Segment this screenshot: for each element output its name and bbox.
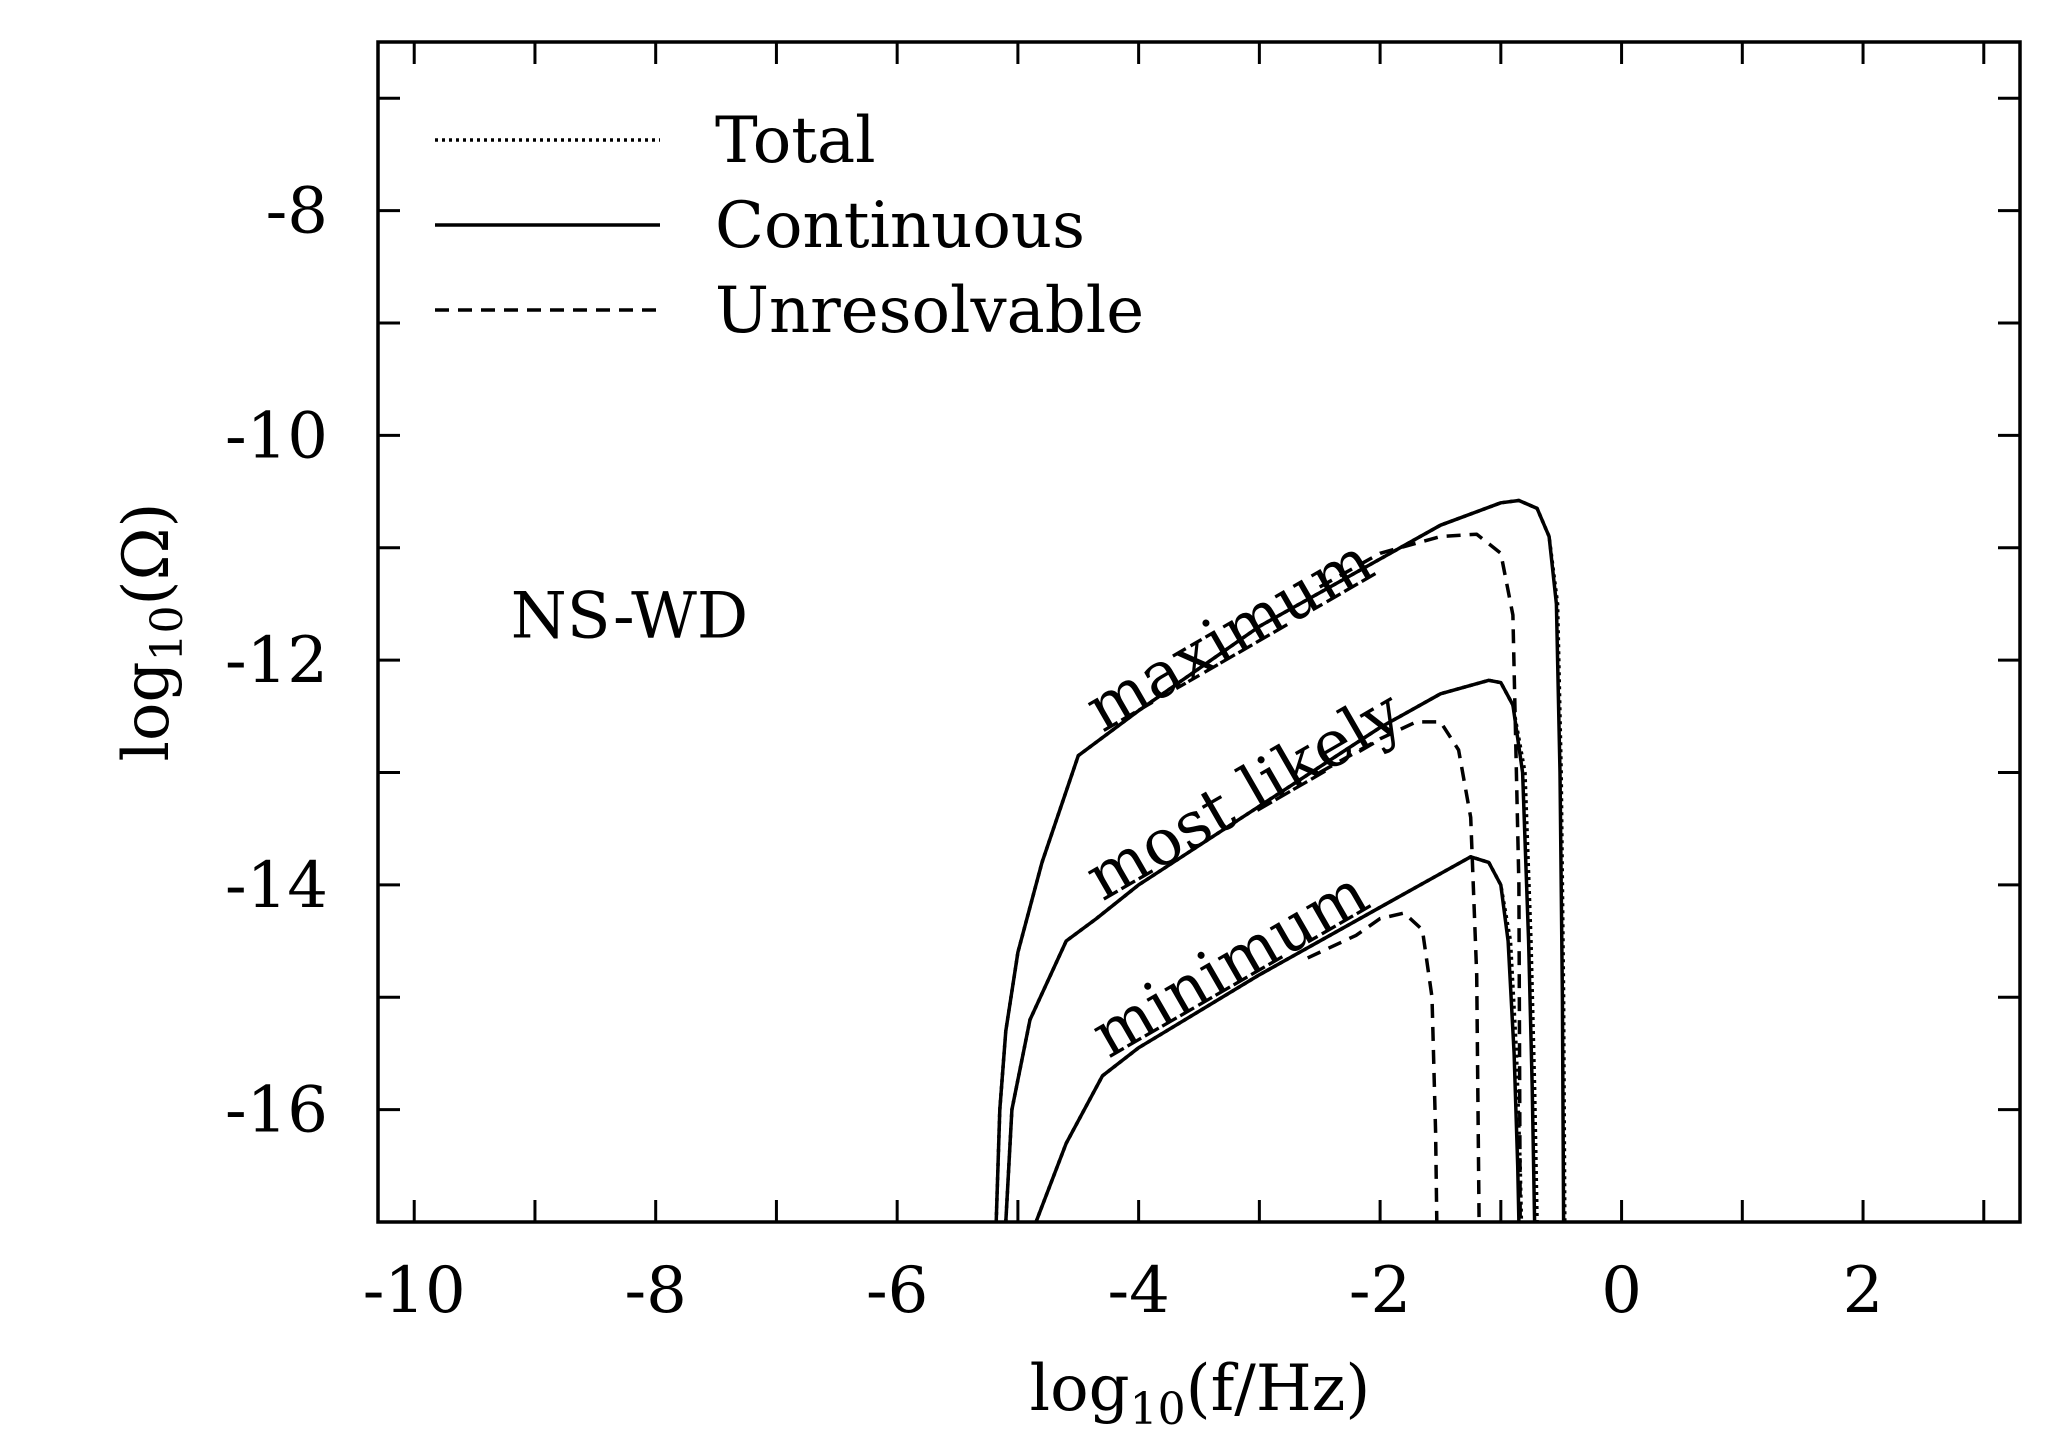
plot-frame <box>376 40 2022 1224</box>
y-tick-label: -10 <box>225 399 328 473</box>
series-minimum-solid <box>1034 855 1521 1223</box>
series-most-likely-dashed <box>1318 720 1481 1223</box>
series-maximum-solid <box>994 498 1566 1223</box>
x-tick-label: 0 <box>1601 1254 1642 1328</box>
legend-label-total: Total <box>715 104 876 178</box>
axis-label-subscript: 10 <box>142 606 193 662</box>
x-tick-label: -4 <box>1107 1254 1169 1328</box>
y-tick-label: -12 <box>225 624 328 698</box>
legend: Total Continuous Unresolvable <box>435 104 1144 348</box>
series-most-likely-solid <box>1004 678 1537 1223</box>
y-tick-label: -16 <box>225 1074 328 1148</box>
y-tick-label: -14 <box>225 849 328 923</box>
axis-label-body: (Ω) <box>110 503 184 606</box>
series-layer <box>994 498 1567 1223</box>
x-tick-label: -6 <box>866 1254 928 1328</box>
tick-layer: -10 -8 -6 -4 -2 0 2 -8 -10 -12 -14 -16 <box>225 42 2020 1328</box>
x-tick-label: 2 <box>1843 1254 1884 1328</box>
x-tick-label: -10 <box>363 1254 466 1328</box>
x-tick-label: -2 <box>1349 1254 1411 1328</box>
axis-label-body: (f/Hz) <box>1186 1352 1371 1426</box>
annotation-ns-wd: NS-WD <box>511 580 748 654</box>
x-axis-label: log10(f/Hz) <box>1030 1352 1371 1435</box>
axis-label-prefix: log <box>110 662 184 762</box>
y-axis-label: log10(Ω) <box>110 503 193 762</box>
y-tick-label: -8 <box>266 175 328 249</box>
axis-label-subscript: 10 <box>1130 1384 1186 1435</box>
series-minimum-dashed <box>1306 911 1439 1223</box>
axis-label-prefix: log <box>1030 1352 1130 1426</box>
legend-label-unresolvable: Unresolvable <box>715 274 1144 348</box>
legend-label-continuous: Continuous <box>715 189 1085 263</box>
x-tick-label: -8 <box>625 1254 687 1328</box>
series-maximum-dashed <box>1318 532 1522 1223</box>
